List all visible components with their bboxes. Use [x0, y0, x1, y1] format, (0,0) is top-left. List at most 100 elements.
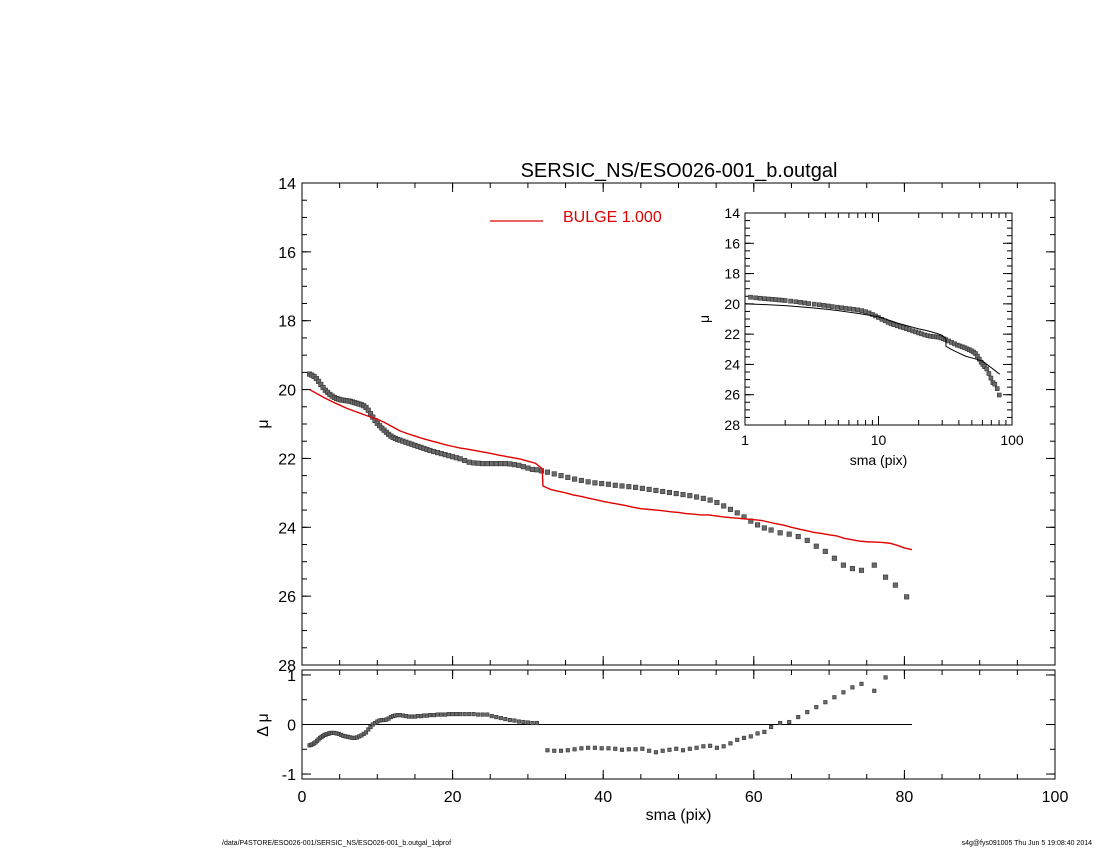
data-point [721, 744, 726, 749]
data-point [516, 462, 522, 468]
footer-file-path: /data/P4STORE/ESO026-001/SERSIC_NS/ESO02… [222, 840, 452, 847]
data-point [660, 488, 666, 495]
main-y-tick-label: 14 [278, 176, 296, 193]
data-point [507, 717, 512, 723]
data-point [462, 457, 468, 464]
data-point [687, 493, 693, 499]
data-point [766, 296, 771, 302]
inset-y-tick-label: 24 [724, 356, 740, 372]
data-point [673, 490, 679, 497]
data-point [565, 474, 571, 480]
data-point [680, 492, 686, 498]
data-point [485, 712, 490, 717]
data-point [795, 534, 801, 540]
data-point [476, 712, 481, 717]
data-point [996, 392, 1002, 398]
data-point [829, 304, 835, 309]
inset-y-tick-label: 14 [724, 205, 740, 221]
data-point [883, 574, 889, 580]
data-point [653, 750, 658, 755]
data-point [435, 712, 440, 717]
inset-x-tick-label: 100 [1000, 432, 1024, 448]
data-point [626, 747, 631, 752]
data-point [816, 302, 822, 308]
data-point [859, 681, 864, 686]
data-point [680, 748, 686, 753]
data-point [786, 531, 792, 537]
data-point [578, 477, 584, 484]
data-point [674, 746, 679, 751]
data-point [778, 720, 783, 726]
data-point [579, 746, 584, 751]
data-point [498, 716, 503, 721]
main-y-tick-label: 24 [278, 520, 296, 537]
inset-y-axis-label: μ [696, 315, 712, 323]
data-point [599, 481, 605, 487]
residual-x-tick-label: 20 [444, 789, 462, 806]
data-point [512, 718, 517, 723]
data-point [525, 720, 530, 725]
inset-y-tick-label: 16 [724, 235, 740, 251]
data-point [802, 300, 808, 306]
data-point [707, 497, 713, 503]
data-point [454, 712, 459, 717]
data-point [843, 306, 849, 311]
data-point [480, 461, 486, 467]
data-point [520, 464, 526, 470]
residual-x-axis-label: sma (pix) [646, 807, 712, 824]
residual-y-tick-label: 1 [287, 668, 296, 685]
data-point [585, 479, 591, 485]
data-point [735, 737, 740, 742]
data-point [525, 465, 531, 471]
data-point [640, 746, 645, 751]
data-point [687, 746, 692, 751]
main-y-tick-label: 28 [278, 658, 296, 675]
data-point [761, 525, 767, 531]
data-point [823, 700, 828, 705]
data-point [757, 295, 763, 301]
data-point [883, 675, 888, 680]
data-point [793, 299, 799, 305]
residual-y-tick-label: 0 [287, 718, 296, 735]
data-point [714, 745, 719, 750]
data-point [530, 720, 535, 726]
legend: BULGE 1.000 [490, 209, 662, 226]
data-point [988, 375, 994, 381]
data-point [851, 307, 856, 312]
data-point [592, 745, 597, 750]
data-point [521, 719, 526, 725]
data-point [639, 485, 645, 491]
inset-panel: 14 16 18 20 22 24 26 281 10 100 sma (pix) μ [696, 205, 1024, 468]
inset-x-tick-label: 10 [871, 432, 887, 448]
data-point [769, 724, 774, 730]
data-point [708, 743, 713, 748]
data-point [363, 730, 369, 735]
data-point [727, 506, 734, 512]
data-point [462, 712, 467, 717]
data-point [694, 494, 700, 500]
data-point [484, 461, 490, 467]
data-point [494, 715, 499, 720]
data-point [748, 294, 753, 300]
data-point [545, 748, 550, 753]
data-point [475, 460, 481, 466]
data-point [714, 499, 720, 506]
data-point [586, 745, 591, 750]
data-point [984, 366, 990, 372]
data-point [831, 555, 837, 561]
data-point [592, 480, 598, 486]
data-point [613, 746, 618, 751]
inset-x-axis-label: sma (pix) [850, 452, 908, 468]
residual-x-tick-label: 40 [594, 789, 612, 806]
data-point [534, 467, 540, 473]
residual-x-tick-label: 100 [1042, 789, 1069, 806]
data-point [872, 688, 877, 693]
data-point [489, 461, 495, 467]
data-point [443, 712, 448, 717]
data-point [755, 522, 761, 528]
residual-x-tick-label: 60 [745, 789, 763, 806]
data-point [700, 495, 706, 501]
data-point [565, 748, 570, 753]
inset-y-tick-label: 20 [724, 296, 740, 312]
